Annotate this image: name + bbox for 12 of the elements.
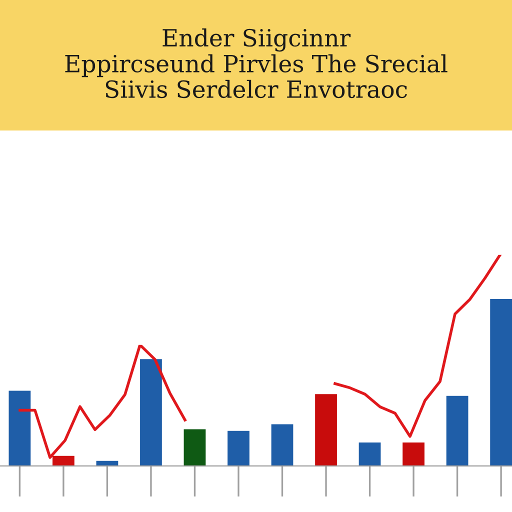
bar bbox=[8, 390, 31, 466]
chart-title: Ender Siigcinnr Eppircseund Pirvles The Srecial Siivis Serdelcr Envotraoc bbox=[65, 28, 448, 98]
bar bbox=[52, 456, 74, 466]
bar bbox=[490, 299, 512, 466]
bar bbox=[402, 442, 424, 466]
bar bbox=[315, 394, 337, 466]
bar bbox=[446, 396, 468, 466]
bar bbox=[271, 424, 294, 466]
bar bbox=[228, 430, 250, 466]
bar bbox=[184, 429, 206, 466]
bar bbox=[140, 359, 162, 466]
bar bbox=[358, 442, 381, 466]
